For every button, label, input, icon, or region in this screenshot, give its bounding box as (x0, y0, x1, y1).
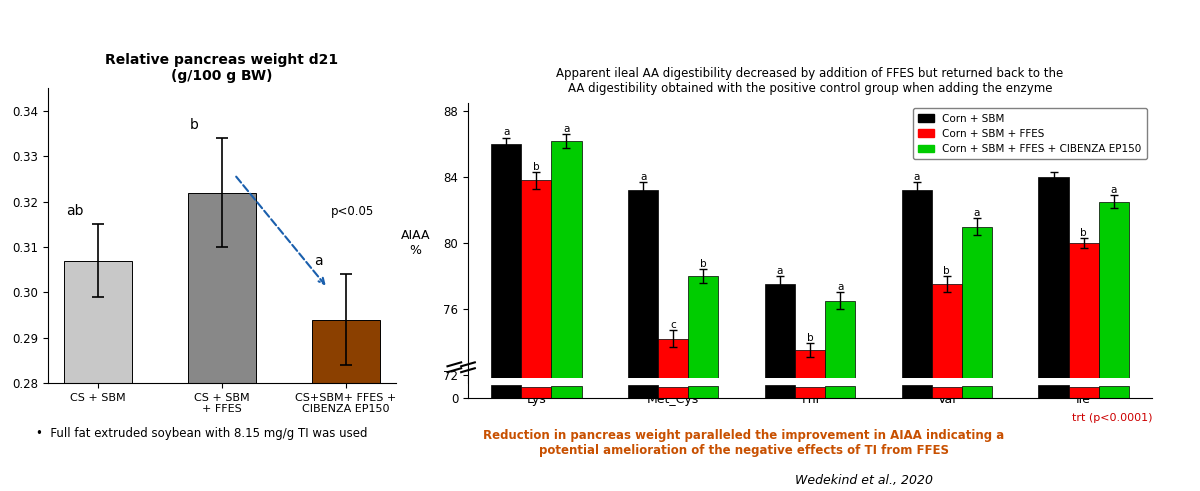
Bar (1099, 386, 1129, 398)
Y-axis label: AIAA
%: AIAA % (401, 229, 431, 257)
Bar (764, 284, 794, 491)
Bar (628, 191, 658, 491)
Text: b: b (806, 333, 814, 343)
Bar (1068, 387, 1099, 398)
Text: a: a (640, 172, 647, 182)
Text: a: a (913, 172, 920, 182)
Text: b: b (943, 266, 950, 275)
Text: a: a (1110, 185, 1117, 195)
Text: ab: ab (66, 204, 83, 218)
Bar (901, 384, 931, 398)
Bar (931, 387, 962, 398)
Bar (491, 144, 521, 491)
Text: a: a (503, 127, 510, 137)
Text: b: b (190, 118, 199, 132)
Bar (552, 141, 582, 491)
Bar (658, 387, 689, 398)
Bar (64, 261, 132, 491)
Text: a: a (314, 254, 323, 268)
Bar (689, 386, 719, 398)
Text: a: a (973, 208, 980, 218)
Text: a: a (776, 266, 784, 275)
Bar (931, 284, 962, 491)
Text: a: a (563, 124, 570, 134)
Text: Reduction in pancreas weight paralleled the improvement in AIAA indicating a
pot: Reduction in pancreas weight paralleled … (484, 429, 1004, 457)
Text: trt (p<0.0001): trt (p<0.0001) (1072, 413, 1152, 423)
Bar (521, 387, 552, 398)
Title: Apparent ileal AA digestibility decreased by addition of FFES but returned back : Apparent ileal AA digestibility decrease… (557, 67, 1063, 95)
Bar (962, 386, 992, 398)
Bar (764, 384, 794, 398)
Text: b: b (700, 259, 707, 269)
Bar (901, 191, 931, 491)
Bar (826, 300, 856, 491)
Text: b: b (1080, 228, 1087, 238)
Bar (794, 387, 826, 398)
Bar (1038, 384, 1068, 398)
Text: p<0.05: p<0.05 (331, 205, 374, 218)
Bar (521, 181, 552, 491)
Bar (312, 320, 380, 491)
Bar (188, 192, 256, 491)
Bar (491, 384, 521, 398)
Bar (689, 276, 719, 491)
Text: Wedekind et al., 2020: Wedekind et al., 2020 (796, 474, 934, 487)
Text: c: c (671, 320, 676, 330)
Bar (826, 386, 856, 398)
Title: Relative pancreas weight d21
(g/100 g BW): Relative pancreas weight d21 (g/100 g BW… (106, 53, 338, 83)
Bar (962, 226, 992, 491)
Bar (1068, 243, 1099, 491)
Bar (1038, 177, 1068, 491)
Bar (552, 386, 582, 398)
Bar (658, 338, 689, 491)
Bar (628, 384, 658, 398)
Bar (794, 350, 826, 491)
Text: •  Full fat extruded soybean with 8.15 mg/g TI was used: • Full fat extruded soybean with 8.15 mg… (36, 427, 367, 440)
Text: a: a (836, 282, 844, 292)
Bar (1099, 202, 1129, 491)
Text: b: b (533, 162, 540, 172)
Legend: Corn + SBM, Corn + SBM + FFES, Corn + SBM + FFES + CIBENZA EP150: Corn + SBM, Corn + SBM + FFES, Corn + SB… (913, 109, 1147, 159)
